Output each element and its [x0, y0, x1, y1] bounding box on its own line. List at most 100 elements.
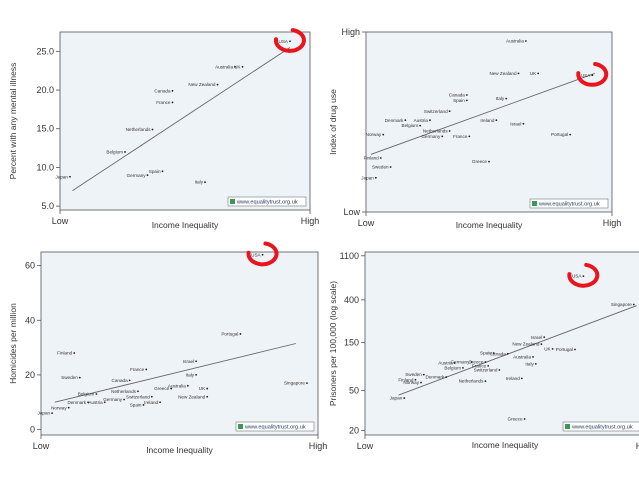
data-point	[484, 361, 487, 363]
x-tick-label: High	[603, 218, 622, 228]
point-label: Finland	[398, 377, 414, 382]
chart-homicides: 0 20 40 60 Low High Income Inequality Homicides…	[0, 240, 327, 479]
point-label: Japan	[361, 175, 374, 180]
point-label: Denmark	[385, 118, 404, 123]
data-point	[543, 336, 546, 339]
point-label: Singapore	[611, 302, 632, 307]
data-point	[591, 74, 594, 77]
point-label: France	[453, 134, 468, 139]
x-tick-label: High	[636, 441, 639, 451]
y-tick-label: 5.0	[41, 201, 54, 211]
data-point	[540, 343, 543, 345]
y-tick-label: 10.0	[36, 162, 54, 172]
point-label: Spain	[480, 351, 492, 356]
watermark: www.equalitytrust.org.uk	[227, 196, 307, 207]
data-point	[382, 133, 385, 136]
data-point	[537, 72, 540, 75]
data-point	[159, 401, 162, 404]
highlight-circle	[576, 62, 609, 87]
watermark-text: www.equalitytrust.org.uk	[538, 202, 600, 208]
y-axis-label: Index of drug use	[328, 89, 338, 155]
data-point	[484, 380, 487, 383]
data-point	[142, 404, 145, 406]
point-label: New Zealand	[489, 71, 517, 76]
point-label: Portugal	[551, 132, 568, 137]
data-point	[206, 395, 209, 398]
data-point	[161, 170, 164, 173]
point-label: Netherlands	[111, 389, 136, 394]
y-tick-label: 50	[349, 385, 359, 395]
data-point	[569, 133, 572, 136]
chart-svg-drug-use: Low High Low High Income Inequality Index of …	[328, 27, 622, 230]
point-label: Germany	[103, 397, 123, 402]
y-tick-label: 20.0	[36, 85, 54, 95]
equality-trust-icon	[238, 424, 243, 429]
data-point	[468, 135, 471, 138]
data-point	[465, 94, 468, 96]
point-label: New Zealand	[188, 82, 216, 87]
point-label: Australia	[215, 64, 233, 69]
point-label: Portugal	[556, 347, 573, 352]
data-point	[374, 176, 377, 179]
trend-line	[72, 47, 291, 192]
point-label: Austria	[438, 361, 453, 366]
y-tick-label: 400	[344, 295, 359, 305]
point-label: Singapore	[284, 381, 305, 386]
data-point	[171, 89, 174, 92]
data-point	[145, 368, 148, 371]
point-label: Belgium	[106, 150, 123, 155]
chart-drug-use: Low High Low High Income Inequality Index of …	[320, 0, 639, 240]
point-label: Israel	[531, 335, 542, 340]
data-point	[195, 374, 198, 376]
point-label: UK	[544, 346, 551, 351]
point-label: Austria	[414, 118, 429, 123]
plot-area	[40, 251, 319, 436]
data-point	[128, 379, 131, 382]
point-label: Italy	[496, 96, 505, 101]
y-tick-label: Low	[343, 207, 360, 217]
point-label: Sweden	[405, 372, 422, 377]
watermark: www.equalitytrust.org.uk	[529, 198, 609, 209]
highlight-circle	[567, 262, 600, 288]
data-point	[414, 378, 417, 381]
point-label: USA	[581, 73, 591, 78]
data-point	[574, 348, 576, 351]
data-point	[495, 119, 498, 122]
point-label: Spain	[453, 98, 465, 103]
data-point	[103, 401, 106, 404]
point-label: Sweden	[61, 375, 78, 380]
point-label: USA	[251, 252, 261, 257]
point-label: Switzerland	[126, 394, 150, 399]
highlight-circle	[273, 28, 306, 53]
point-label: France	[130, 367, 145, 372]
chart-mental-illness: 5.0 10.0 15.0 20.0 25.0 Low High Income Inequal…	[0, 0, 320, 240]
data-point	[216, 83, 219, 86]
data-point	[517, 72, 520, 75]
point-label: Italy	[525, 362, 534, 367]
trend-line	[398, 305, 637, 396]
point-label: Germany	[421, 134, 441, 139]
point-label: France	[472, 363, 487, 368]
data-point	[534, 363, 537, 365]
data-point	[137, 390, 139, 393]
point-label: Norway	[51, 405, 67, 410]
x-tick-label: Low	[358, 218, 375, 228]
data-point	[195, 360, 198, 363]
x-axis-label: Income Inequality	[152, 220, 219, 230]
data-point	[123, 398, 125, 401]
point-label: Japan	[390, 396, 403, 401]
chart-svg-prisoners: 20 50 150 400 1100 Low High Income Inequality Pr…	[328, 251, 639, 451]
point-label: Austria	[88, 400, 103, 405]
data-point	[492, 352, 495, 354]
x-axis-label: Income Inequality	[456, 220, 523, 230]
data-point	[403, 397, 406, 399]
data-point	[306, 382, 308, 385]
data-point	[124, 151, 126, 153]
watermark: www.equalitytrust.org.uk	[235, 421, 315, 432]
watermark-text: www.equalitytrust.org.uk	[571, 425, 633, 431]
data-point	[151, 128, 154, 131]
x-tick-label: High	[301, 216, 320, 226]
data-point	[487, 364, 490, 367]
y-axis-label: Prisoners per 100,000 (log scale)	[328, 281, 338, 406]
trend-line	[54, 343, 296, 403]
